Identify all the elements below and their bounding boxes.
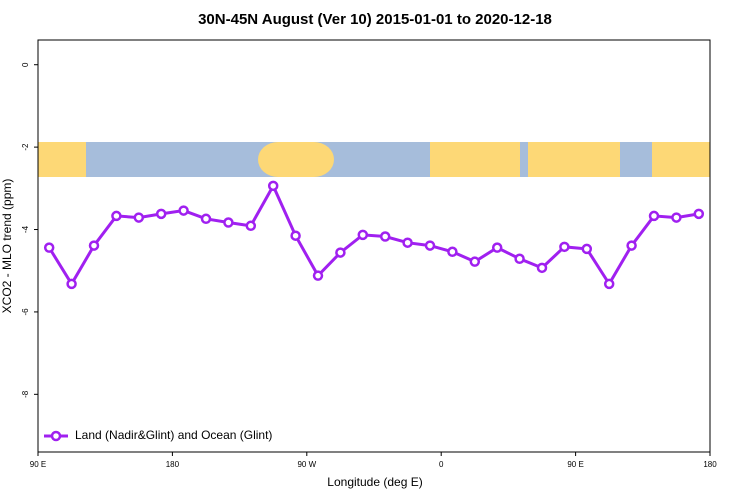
data-point [200,213,212,225]
data-point [402,237,413,248]
data-point [536,262,548,274]
data-point [559,241,570,253]
plot-frame [37,39,711,453]
data-point [357,229,369,241]
data-point [626,240,637,251]
x-axis-label: Longitude (deg E) [327,475,422,489]
y-tick-label: 0 [21,62,30,67]
data-point [379,231,391,242]
data-point [469,256,481,267]
data-point [133,212,145,223]
x-tick-label: 90 W [297,460,316,469]
data-point [648,210,660,222]
chart-title: 30N-45N August (Ver 10) 2015-01-01 to 20… [198,11,552,28]
data-point [88,240,100,251]
y-tick-label: -6 [21,308,30,316]
data-point [671,212,682,223]
legend-label: Land (Nadir&Glint) and Ocean (Glint) [75,428,272,442]
x-tick-label: 90 E [567,460,583,469]
series-line [47,182,700,287]
x-tick-label: 180 [703,460,717,469]
data-point [514,253,525,265]
data-point [693,208,705,220]
legend-marker [50,430,62,442]
data-point [178,205,189,216]
data-point [267,180,279,192]
data-point [581,243,593,255]
data-point [447,246,458,258]
data-point [335,247,346,258]
y-tick-label: -4 [21,225,30,233]
data-point [155,208,167,220]
data-point [66,278,77,290]
data-point [111,210,122,222]
x-tick-label: 0 [439,460,444,469]
y-tick-label: -2 [21,143,30,151]
data-point [603,278,615,290]
data-point [223,217,234,228]
data-point [290,230,301,241]
x-tick-label: 90 E [30,460,46,469]
y-axis-label: XCO2 - MLO trend (ppm) [0,179,14,314]
map-band [38,142,710,177]
data-point [245,220,257,232]
data-point [424,240,436,251]
data-point [312,270,324,281]
data-point [491,242,503,253]
data-point [43,242,55,253]
y-tick-label: -8 [21,390,30,398]
x-tick-label: 180 [166,460,180,469]
